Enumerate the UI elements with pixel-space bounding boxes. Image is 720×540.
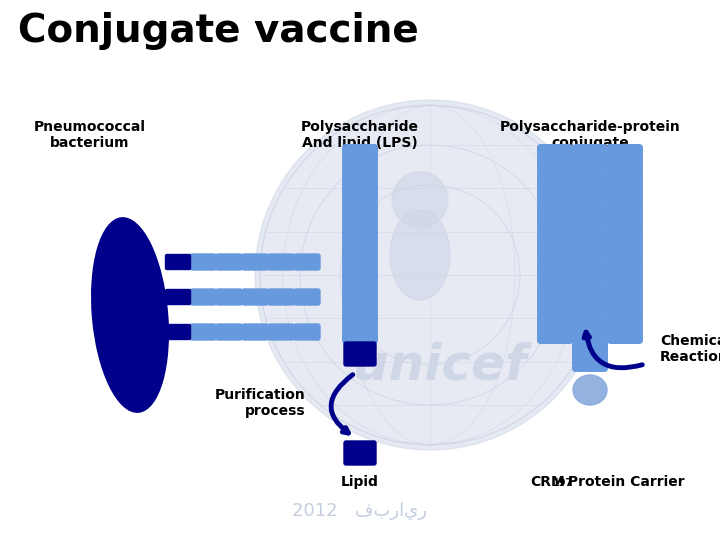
FancyBboxPatch shape (572, 200, 608, 232)
FancyBboxPatch shape (216, 289, 242, 305)
Text: unicef: unicef (354, 341, 527, 389)
FancyBboxPatch shape (342, 172, 378, 204)
FancyBboxPatch shape (216, 254, 242, 270)
Circle shape (260, 105, 600, 445)
Text: Polysaccharide-protein
conjugate: Polysaccharide-protein conjugate (500, 120, 680, 150)
Ellipse shape (91, 218, 168, 412)
FancyBboxPatch shape (572, 284, 608, 316)
FancyBboxPatch shape (537, 284, 573, 316)
FancyBboxPatch shape (178, 325, 191, 340)
FancyBboxPatch shape (572, 228, 608, 260)
FancyBboxPatch shape (607, 284, 643, 316)
FancyBboxPatch shape (268, 254, 294, 270)
FancyBboxPatch shape (572, 172, 608, 204)
FancyBboxPatch shape (607, 228, 643, 260)
FancyBboxPatch shape (342, 144, 378, 176)
FancyBboxPatch shape (342, 284, 378, 316)
Text: 2012   فبراير: 2012 فبراير (292, 502, 428, 520)
FancyBboxPatch shape (190, 254, 216, 270)
FancyBboxPatch shape (607, 256, 643, 288)
Text: Protein Carrier: Protein Carrier (563, 475, 685, 489)
FancyBboxPatch shape (572, 340, 608, 372)
FancyBboxPatch shape (178, 289, 191, 305)
Text: Lipid: Lipid (341, 475, 379, 489)
FancyBboxPatch shape (268, 324, 294, 340)
FancyBboxPatch shape (344, 441, 376, 465)
FancyBboxPatch shape (607, 172, 643, 204)
Ellipse shape (573, 375, 607, 405)
FancyBboxPatch shape (572, 256, 608, 288)
FancyBboxPatch shape (607, 200, 643, 232)
FancyBboxPatch shape (537, 256, 573, 288)
FancyBboxPatch shape (166, 254, 179, 269)
FancyBboxPatch shape (242, 289, 268, 305)
FancyBboxPatch shape (537, 228, 573, 260)
FancyBboxPatch shape (294, 254, 320, 270)
FancyBboxPatch shape (190, 324, 216, 340)
Text: Pneumococcal
bacterium: Pneumococcal bacterium (34, 120, 146, 150)
FancyBboxPatch shape (607, 144, 643, 176)
Text: CRM: CRM (530, 475, 564, 489)
FancyBboxPatch shape (178, 254, 191, 269)
FancyBboxPatch shape (537, 312, 573, 344)
FancyBboxPatch shape (294, 289, 320, 305)
Circle shape (255, 100, 605, 450)
FancyBboxPatch shape (166, 289, 179, 305)
Text: 197: 197 (553, 478, 573, 488)
FancyBboxPatch shape (572, 144, 608, 176)
FancyBboxPatch shape (537, 200, 573, 232)
FancyBboxPatch shape (607, 312, 643, 344)
Text: Conjugate vaccine: Conjugate vaccine (18, 12, 419, 50)
FancyBboxPatch shape (166, 325, 179, 340)
FancyBboxPatch shape (537, 144, 573, 176)
FancyBboxPatch shape (342, 312, 378, 344)
Circle shape (392, 172, 448, 228)
FancyBboxPatch shape (572, 312, 608, 344)
FancyBboxPatch shape (190, 289, 216, 305)
Ellipse shape (390, 210, 450, 300)
Text: Polysaccharide
And lipid (LPS): Polysaccharide And lipid (LPS) (301, 120, 419, 150)
FancyBboxPatch shape (294, 324, 320, 340)
FancyBboxPatch shape (342, 200, 378, 232)
FancyBboxPatch shape (342, 256, 378, 288)
Text: Chemical
Reaction: Chemical Reaction (660, 334, 720, 364)
FancyBboxPatch shape (216, 324, 242, 340)
FancyBboxPatch shape (242, 324, 268, 340)
FancyBboxPatch shape (537, 172, 573, 204)
FancyBboxPatch shape (344, 342, 376, 366)
FancyBboxPatch shape (268, 289, 294, 305)
Text: Purification
process: Purification process (215, 388, 305, 418)
FancyBboxPatch shape (242, 254, 268, 270)
FancyBboxPatch shape (342, 228, 378, 260)
